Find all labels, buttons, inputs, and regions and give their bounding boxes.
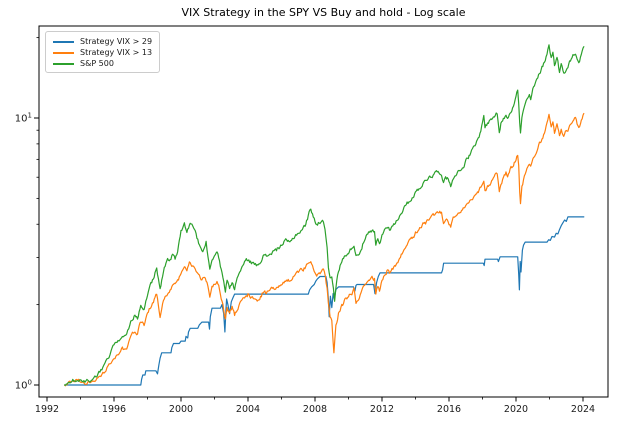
series-line-strategy-vix-29 bbox=[63, 216, 585, 386]
legend: Strategy VIX > 29 Strategy VIX > 13 S&P … bbox=[45, 31, 161, 73]
x-tick-label: 1992 bbox=[35, 404, 59, 415]
legend-line-swatch-green bbox=[53, 62, 74, 65]
axes-spines bbox=[38, 25, 609, 398]
legend-item-vix13: Strategy VIX > 13 bbox=[53, 47, 152, 58]
x-tick-label: 2000 bbox=[169, 404, 193, 415]
legend-item-sp500: S&P 500 bbox=[53, 58, 152, 69]
legend-label: Strategy VIX > 29 bbox=[80, 37, 153, 46]
chart-title: VIX Strategy in the SPY VS Buy and hold … bbox=[181, 6, 466, 19]
legend-label: Strategy VIX > 13 bbox=[80, 48, 153, 57]
x-tick-label: 2008 bbox=[303, 404, 327, 415]
series-line-s-p-500 bbox=[63, 44, 585, 386]
x-tick-label: 2016 bbox=[437, 404, 461, 415]
x-tick-label: 2012 bbox=[370, 404, 394, 415]
legend-item-vix29: Strategy VIX > 29 bbox=[53, 36, 152, 47]
x-tick-label: 2004 bbox=[236, 404, 260, 415]
x-tick-label: 2020 bbox=[504, 404, 528, 415]
x-tick-label: 1996 bbox=[102, 404, 126, 415]
legend-line-swatch-blue bbox=[53, 40, 74, 43]
x-tick-label: 2024 bbox=[571, 404, 595, 415]
y-tick-label: 101 bbox=[15, 112, 32, 125]
series-line-strategy-vix-13 bbox=[63, 112, 585, 387]
y-tick-label: 100 bbox=[15, 379, 32, 392]
legend-label: S&P 500 bbox=[80, 59, 114, 68]
legend-line-swatch-orange bbox=[53, 51, 74, 54]
